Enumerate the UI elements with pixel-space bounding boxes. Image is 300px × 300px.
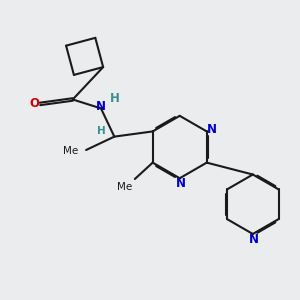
Text: Me: Me	[117, 182, 132, 192]
Text: N: N	[207, 123, 217, 136]
Text: N: N	[248, 233, 258, 246]
Text: N: N	[96, 100, 106, 112]
Text: O: O	[30, 98, 40, 110]
Text: H: H	[110, 92, 119, 105]
Text: Me: Me	[62, 146, 78, 157]
Text: H: H	[98, 126, 106, 136]
Text: N: N	[176, 177, 186, 190]
